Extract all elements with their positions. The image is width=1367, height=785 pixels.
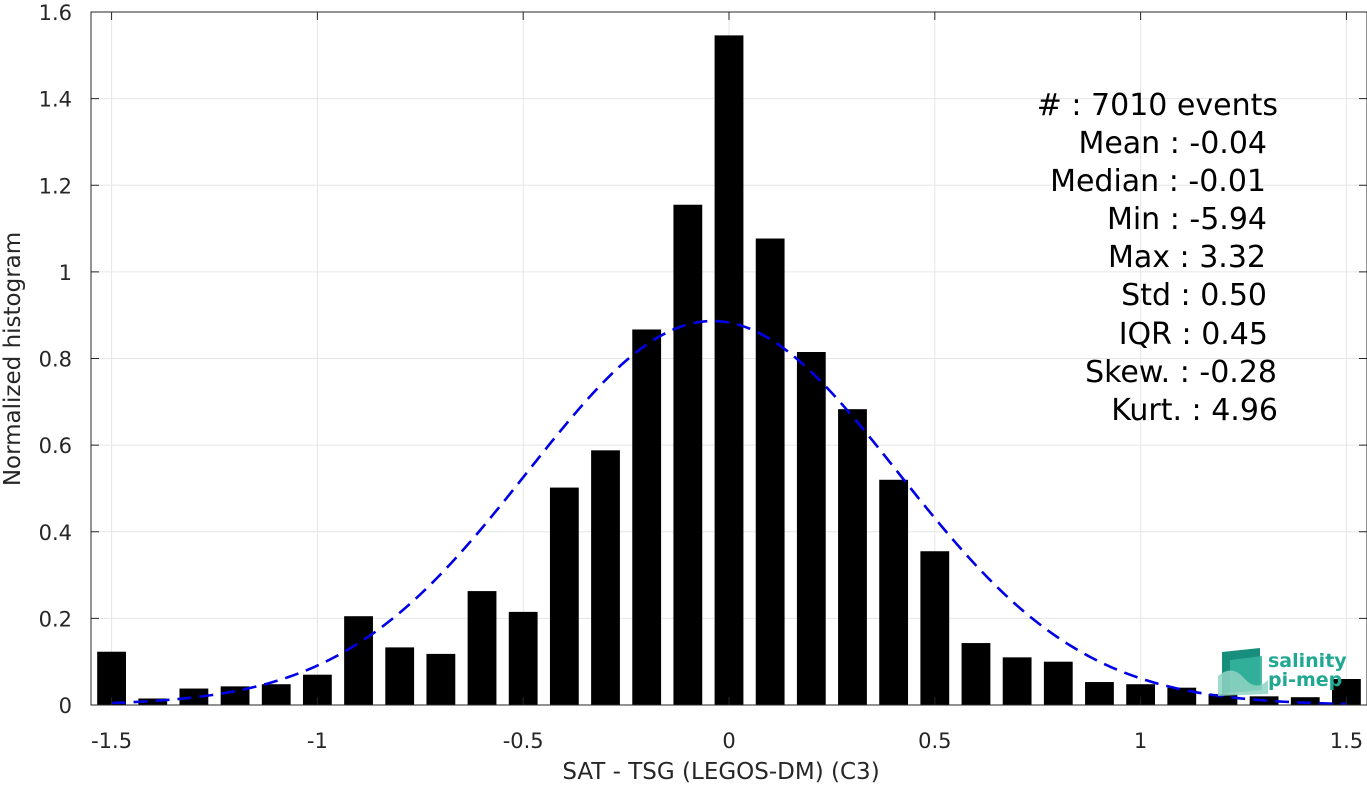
x-tick-label: -1.5 — [91, 729, 132, 753]
y-tick-label: 0 — [59, 694, 72, 718]
histogram-bar — [261, 684, 291, 705]
y-tick-label: 1 — [59, 261, 72, 285]
histogram-bar — [220, 686, 250, 705]
y-tick-labels: 0 0.2 0.4 0.6 0.8 1 1.2 1.4 1.6 — [39, 1, 72, 718]
x-tick-label: -1 — [307, 729, 328, 753]
x-tick-label: 0.5 — [918, 729, 951, 753]
histogram-bar — [1043, 661, 1073, 705]
histogram-bar — [138, 698, 168, 705]
histogram-bar — [467, 591, 497, 705]
stats-skew: Skew. : -0.28 — [1085, 355, 1277, 390]
x-tick-labels: -1.5 -1 -0.5 0 0.5 1 1.5 — [91, 729, 1363, 753]
x-tick-label: -0.5 — [503, 729, 544, 753]
stats-events: # : 7010 events — [1037, 88, 1278, 123]
y-tick-label: 1.4 — [39, 88, 72, 112]
histogram-bar — [1085, 682, 1114, 705]
histogram-bar — [1126, 684, 1156, 705]
stats-box: # : 7010 events Mean : -0.04 Median : -0… — [1037, 88, 1278, 428]
y-tick-label: 1.2 — [39, 174, 72, 198]
y-tick-label: 0.2 — [39, 607, 72, 631]
x-tick-label: 1 — [1134, 729, 1147, 753]
histogram-bar — [796, 352, 826, 705]
histogram-bar — [961, 643, 991, 705]
histogram-bar — [591, 450, 620, 705]
bars — [97, 35, 1361, 706]
y-tick-label: 1.6 — [39, 1, 72, 25]
x-tick-label: 0 — [722, 729, 735, 753]
histogram-bar — [426, 653, 456, 705]
histogram-bar — [1208, 694, 1238, 705]
stats-iqr: IQR : 0.45 — [1119, 317, 1268, 352]
histogram-bar — [549, 487, 579, 705]
histogram-bar — [632, 329, 662, 705]
histogram-bar — [344, 616, 373, 705]
histogram-bar — [179, 688, 209, 705]
y-tick-label: 0.4 — [39, 521, 72, 545]
logo-line1: salinity — [1268, 650, 1347, 672]
gaussian-fit-curve — [111, 319, 1347, 706]
histogram-bar — [1290, 697, 1320, 705]
histogram-bar — [920, 551, 950, 705]
histogram-bar — [838, 409, 867, 705]
histogram-bar — [673, 204, 703, 705]
wave-icon — [1218, 648, 1268, 696]
stats-min: Min : -5.94 — [1107, 202, 1267, 237]
histogram-bar — [508, 611, 538, 705]
y-tick-label: 0.8 — [39, 348, 72, 372]
stats-kurt: Kurt. : 4.96 — [1111, 393, 1278, 428]
histogram-bar — [714, 35, 744, 706]
logo-line2: pi-mep — [1268, 669, 1342, 691]
y-axis-title: Normalized histogram — [0, 232, 26, 486]
x-axis-title: SAT - TSG (LEGOS-DM) (C3) — [562, 759, 879, 785]
ticks — [91, 11, 1367, 706]
x-tick-label: 1.5 — [1330, 729, 1363, 753]
salinity-pimep-logo: salinity pi-mep — [1218, 648, 1347, 696]
histogram-bar — [879, 479, 909, 705]
y-tick-label: 0.6 — [39, 434, 72, 458]
stats-median: Median : -0.01 — [1050, 164, 1266, 199]
histogram-bar — [385, 647, 415, 705]
stats-std: Std : 0.50 — [1121, 278, 1267, 313]
histogram-bar — [1002, 657, 1032, 705]
stats-mean: Mean : -0.04 — [1078, 126, 1267, 161]
stats-max: Max : 3.32 — [1108, 240, 1266, 275]
histogram-bar — [755, 238, 785, 706]
histogram-bar — [97, 651, 126, 705]
